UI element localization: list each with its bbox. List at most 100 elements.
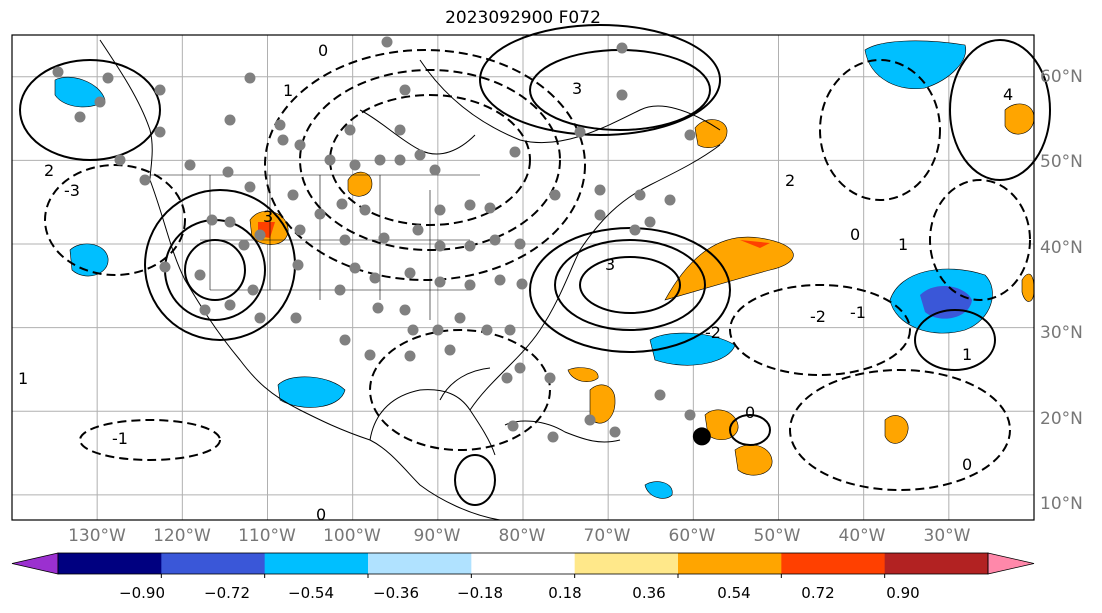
station-dot [509,146,521,158]
station-dot [336,198,348,210]
lat-label: 10°N [1040,494,1083,514]
station-dot [514,238,526,250]
contour-ring [819,59,941,201]
contour-label: -2 [705,323,721,342]
station-dot [294,139,306,151]
contour-ring [299,69,561,251]
station-dot [277,134,289,146]
station-dot [374,154,386,166]
station-dot [369,272,381,284]
station-dot [290,312,302,324]
red-patch-atlantic [740,240,770,248]
station-dot [52,66,64,78]
station-dot [507,420,519,432]
station-dot [434,240,446,252]
station-dot [594,209,606,221]
colorbar-tick-label: −0.54 [288,584,334,602]
orange-patch-newfoundland [694,119,728,149]
contour-label: 0 [850,225,860,244]
station-dot [444,344,456,356]
contour-label: -2 [810,307,826,326]
station-dot [654,389,666,401]
orange-patch-atlantic [664,236,794,301]
station-dot [644,216,656,228]
station-dot [254,229,266,241]
station-dot [394,154,406,166]
station-dot [584,414,596,426]
colorbar-extend-high [987,552,1035,575]
station-dot [404,267,416,279]
station-dot [494,274,506,286]
station-dot [407,324,419,336]
contours-negative [44,49,1031,491]
colorbar-segment [368,553,472,574]
station-dot [244,72,256,84]
blue-patch-small [644,481,673,499]
station-dot [224,114,236,126]
station-dot [254,312,266,324]
lon-label: 110°W [238,526,296,546]
contour-ring [44,164,186,276]
lat-label: 40°N [1040,238,1083,258]
station-dot [154,84,166,96]
station-dot [414,149,426,161]
contour-ring [949,39,1051,181]
station-dot [489,234,501,246]
orange-patch-plains [347,171,373,197]
station-dot [514,362,526,374]
colorbar-tick-label: 0.90 [886,584,920,602]
station-dot [206,214,218,226]
colorbar-tick-label: −0.72 [204,584,250,602]
orange-patch-trop4 [567,367,599,383]
lon-label: 40°W [838,526,886,546]
colorbar-tick-label: 0.54 [717,584,751,602]
station-dot [194,269,206,281]
station-dot [464,199,476,211]
blue-patch-north [864,40,967,90]
lon-label: 30°W [923,526,971,546]
station-dot [334,284,346,296]
colorbar-tick-label: −0.18 [457,584,503,602]
station-dot [224,299,236,311]
station-dot [378,232,390,244]
orange-patch-caribbean [589,384,616,424]
colorbar-segment [471,553,576,574]
contour-label: -1 [112,429,128,448]
orange-patch-east [1004,103,1035,135]
contour-ring [579,256,681,314]
station-dot [454,312,466,324]
colorbar-segment [574,553,679,574]
contour-label: 3 [263,207,273,226]
station-dot [287,189,299,201]
contour-ring [329,94,531,226]
contour-ring [454,454,496,506]
station-dot [94,96,106,108]
contour-ring [914,309,996,371]
contour-ring [554,239,706,331]
colorbar-tick-label: −0.90 [119,584,165,602]
lon-label: 70°W [583,526,631,546]
station-dot [159,261,171,273]
contour-label: 2 [785,171,795,190]
blue-patch-mexico [277,376,346,408]
contour-label: 1 [898,235,908,254]
contour-ring [729,414,771,446]
station-dot [314,208,326,220]
station-dot [139,174,151,186]
lat-label: 50°N [1040,152,1083,172]
station-dot [664,194,676,206]
station-dot [372,302,384,314]
station-dot [516,278,528,290]
lon-label: 100°W [323,526,381,546]
contour-label: 4 [1003,85,1013,104]
station-dot [434,204,446,216]
station-dot [199,304,211,316]
station-dot [224,216,236,228]
lon-label: 90°W [413,526,461,546]
station-dot [349,159,361,171]
station-dot [359,204,371,216]
station-dot [412,224,424,236]
station-dot [349,262,361,274]
station-dot [247,284,259,296]
